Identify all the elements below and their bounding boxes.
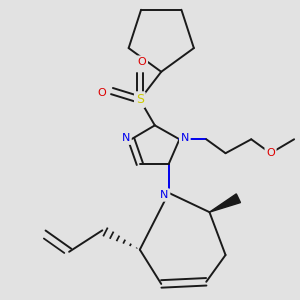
Text: N: N xyxy=(160,190,169,200)
Polygon shape xyxy=(209,194,241,212)
Text: O: O xyxy=(138,57,146,67)
Text: O: O xyxy=(97,88,106,98)
Text: O: O xyxy=(266,148,275,158)
Text: N: N xyxy=(181,133,189,143)
Text: S: S xyxy=(136,93,144,106)
Text: N: N xyxy=(122,133,130,143)
